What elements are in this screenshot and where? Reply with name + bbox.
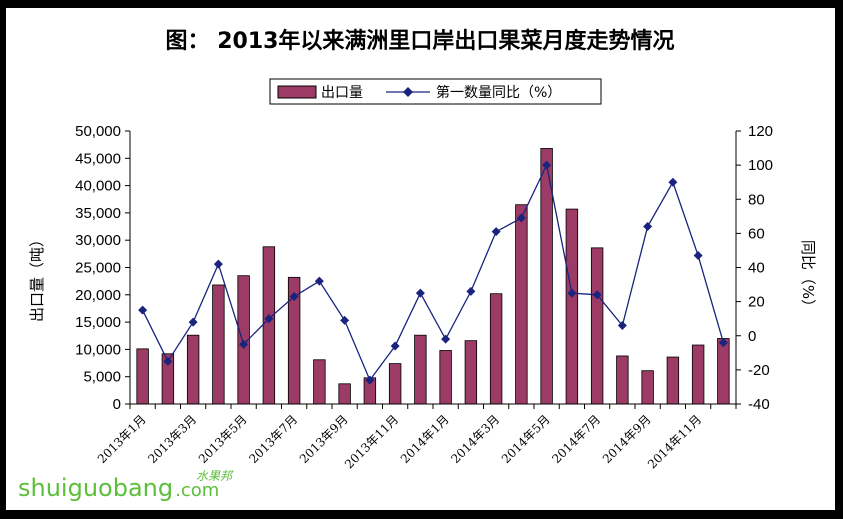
y-tick-label-left: 15,000 xyxy=(75,314,121,331)
yoy-marker xyxy=(466,286,476,296)
legend: 出口量 第一数量同比（%） xyxy=(269,78,602,105)
yoy-marker xyxy=(188,317,198,327)
bar xyxy=(641,370,654,405)
x-tick-label: 2013年3月 xyxy=(145,412,199,466)
y-tick-label-right: 20 xyxy=(748,294,765,311)
y-tick-label-right: 40 xyxy=(748,260,765,277)
y-tick-label-left: 30,000 xyxy=(75,232,121,249)
legend-swatch-bar xyxy=(277,85,317,99)
watermark-text: shuiguobang .com xyxy=(18,474,219,502)
y-tick-label-left: 50,000 xyxy=(75,123,121,140)
yoy-marker xyxy=(567,288,577,298)
yoy-marker xyxy=(365,375,375,385)
x-tick-label: 2013年11月 xyxy=(342,412,401,471)
chart-title: 图： 2013年以来满洲里口岸出口果菜月度走势情况 xyxy=(166,28,675,54)
bar xyxy=(565,208,579,405)
yoy-marker xyxy=(213,259,223,269)
bar xyxy=(691,344,705,405)
x-tick-label: 2013年1月 xyxy=(95,412,149,466)
yoy-marker xyxy=(264,314,274,324)
bar xyxy=(186,334,200,405)
y-tick-label-right: 100 xyxy=(748,157,773,174)
legend-marker xyxy=(403,87,413,97)
y-tick-label-left: 25,000 xyxy=(75,260,121,277)
yoy-marker xyxy=(239,339,249,349)
yoy-marker xyxy=(693,251,703,261)
bar xyxy=(717,338,730,405)
x-tick-label: 2013年7月 xyxy=(246,412,300,466)
bar xyxy=(313,359,326,405)
yoy-marker xyxy=(668,177,678,187)
y-tick-label-left: 20,000 xyxy=(75,287,121,304)
x-tick-label: 2014年7月 xyxy=(549,412,603,466)
x-tick-label: 2013年9月 xyxy=(297,412,351,466)
y-axis-label-right: 同比（%） xyxy=(799,240,817,314)
bar xyxy=(515,204,528,405)
yoy-marker xyxy=(390,341,400,351)
watermark-logo: 水果邦 xyxy=(196,469,234,483)
chart-panel: 图： 2013年以来满洲里口岸出口果菜月度走势情况 出口量 第一数量同比（%） … xyxy=(6,8,835,510)
bar xyxy=(666,356,680,405)
yoy-marker xyxy=(314,276,324,286)
yoy-marker xyxy=(516,213,526,223)
yoy-marker xyxy=(163,356,173,366)
yoy-marker xyxy=(340,315,350,325)
x-tick-label: 2014年11月 xyxy=(645,412,704,471)
bar xyxy=(262,246,276,405)
x-tick-label: 2014年3月 xyxy=(448,412,502,466)
y-tick-label-right: 0 xyxy=(748,328,756,345)
bar xyxy=(464,340,478,405)
y-tick-label-right: 120 xyxy=(748,123,773,140)
bar xyxy=(338,383,351,405)
plot-area: 0 5,000 10,000 15,000 20,000 25,000 30,000 35,0… xyxy=(75,123,773,471)
yoy-marker xyxy=(643,222,653,232)
bar xyxy=(136,348,149,405)
yoy-marker xyxy=(542,160,552,170)
y-tick-label-left: 5,000 xyxy=(83,369,121,386)
bar xyxy=(590,247,604,405)
bar xyxy=(439,350,452,405)
y-tick-label-left: 45,000 xyxy=(75,150,121,167)
bar xyxy=(414,334,427,405)
chart-svg: 图： 2013年以来满洲里口岸出口果菜月度走势情况 出口量 第一数量同比（%） … xyxy=(18,28,817,502)
y-tick-label-right: 60 xyxy=(748,225,765,242)
yoy-marker xyxy=(138,305,148,315)
y-tick-label-right: -40 xyxy=(748,396,770,413)
y-axis-label-left: 出口量（吨） xyxy=(28,232,46,322)
yoy-marker xyxy=(592,290,602,300)
legend-label-bar: 出口量 xyxy=(321,85,363,101)
yoy-marker xyxy=(718,338,728,348)
x-tick-label: 2014年9月 xyxy=(600,412,654,466)
x-tick-label: 2014年5月 xyxy=(499,412,553,466)
yoy-line xyxy=(142,163,724,382)
y-tick-label-right: -20 xyxy=(748,362,770,379)
bar xyxy=(489,293,503,405)
y-tick-label-right: 80 xyxy=(748,191,765,208)
bar xyxy=(388,363,402,405)
bar xyxy=(212,284,225,405)
y-tick-label-left: 35,000 xyxy=(75,205,121,222)
yoy-marker xyxy=(617,321,627,331)
legend-label-line: 第一数量同比（%） xyxy=(436,84,561,101)
y-tick-label-left: 40,000 xyxy=(75,178,121,195)
yoy-marker xyxy=(415,288,425,298)
yoy-marker xyxy=(491,227,501,237)
legend-box xyxy=(269,78,602,105)
y-tick-label-left: 0 xyxy=(113,396,121,413)
x-tick-label: 2014年1月 xyxy=(398,412,452,466)
y-tick-label-left: 10,000 xyxy=(75,341,121,358)
bar xyxy=(616,355,629,405)
yoy-marker xyxy=(441,334,451,344)
yoy-marker xyxy=(289,292,299,302)
x-tick-label: 2013年5月 xyxy=(196,412,250,466)
watermark: shuiguobang .com 水果邦 xyxy=(18,469,234,502)
